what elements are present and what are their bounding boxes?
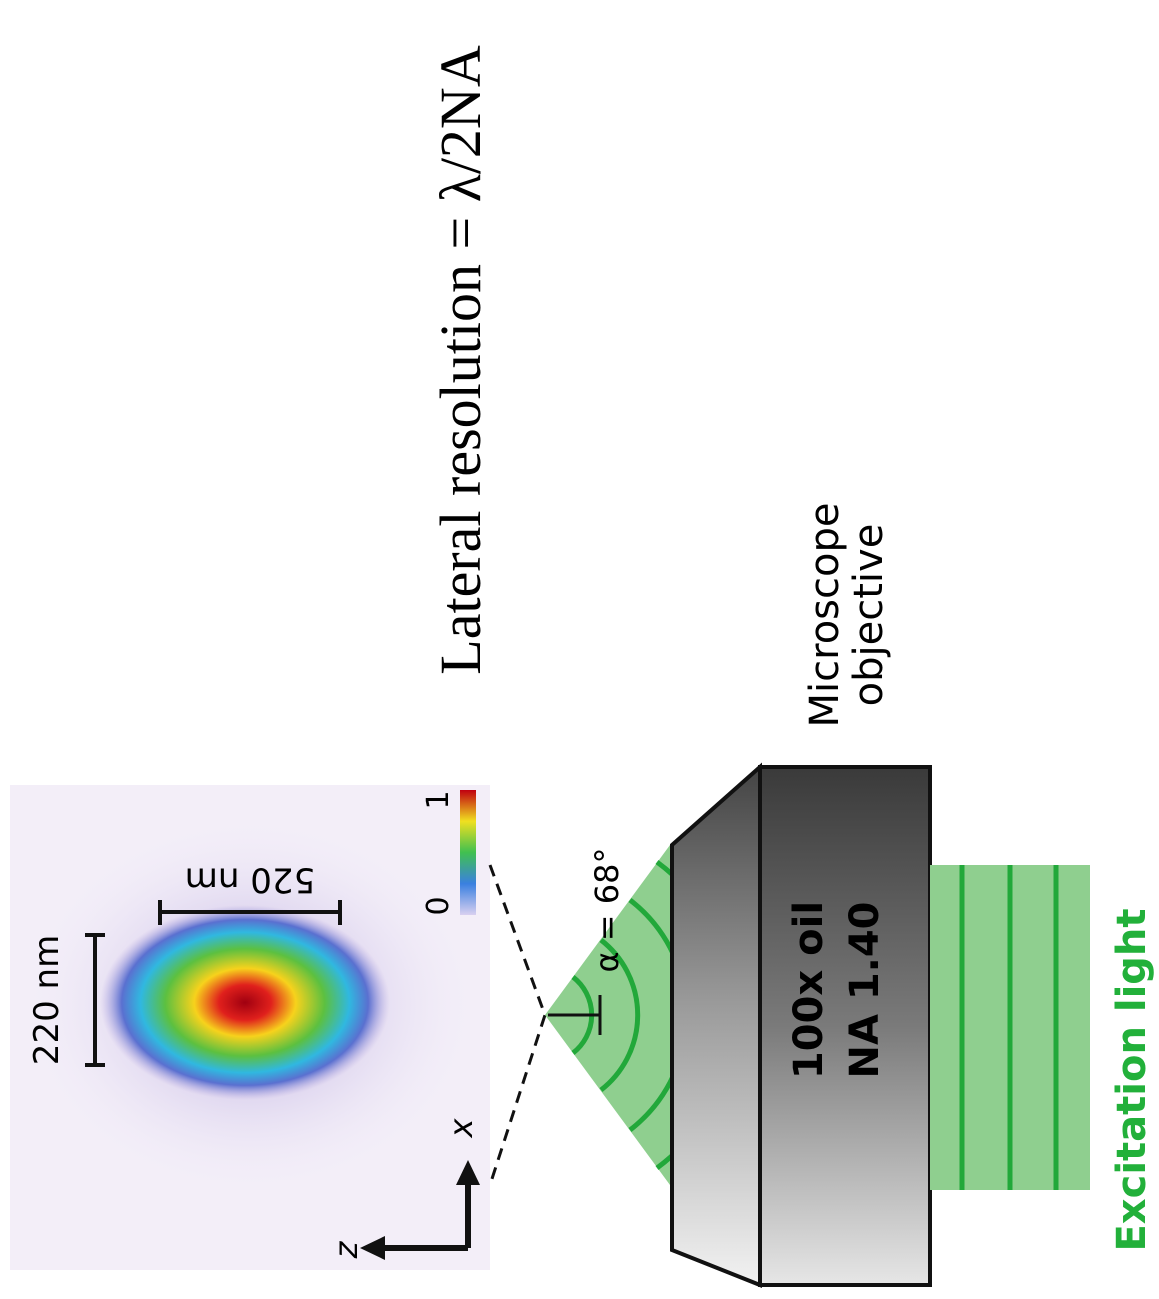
objective: 100x oil NA 1.40: [672, 767, 930, 1285]
psf-spot: [100, 905, 390, 1100]
projection-lines: [490, 865, 545, 1185]
aperture: NA 1.40: [842, 901, 888, 1078]
colorbar: [460, 790, 476, 915]
colorbar-max: 1: [421, 790, 456, 809]
light-label: Excitation light: [1109, 908, 1155, 1251]
objective-cone: [672, 767, 760, 1285]
angle-label: α = 68°: [588, 848, 626, 973]
lateral-size: 220 nm: [27, 935, 67, 1065]
excitation-light: [930, 865, 1090, 1190]
psf-panel: 220 nm 520 nm 1 0 x z: [10, 785, 490, 1270]
title: Lateral resolution = λ/2NA: [428, 45, 493, 675]
objective-label: Microscopeobjective: [802, 503, 892, 728]
axis-z-label: z: [327, 1240, 365, 1259]
colorbar-min: 0: [421, 896, 456, 915]
diagram: Lateral resolution = λ/2NA 220 nm 520 nm…: [0, 0, 1159, 1299]
magnification: 100x oil: [786, 901, 832, 1079]
axial-size: 520 nm: [185, 860, 315, 900]
axis-x-label: x: [442, 1117, 480, 1138]
